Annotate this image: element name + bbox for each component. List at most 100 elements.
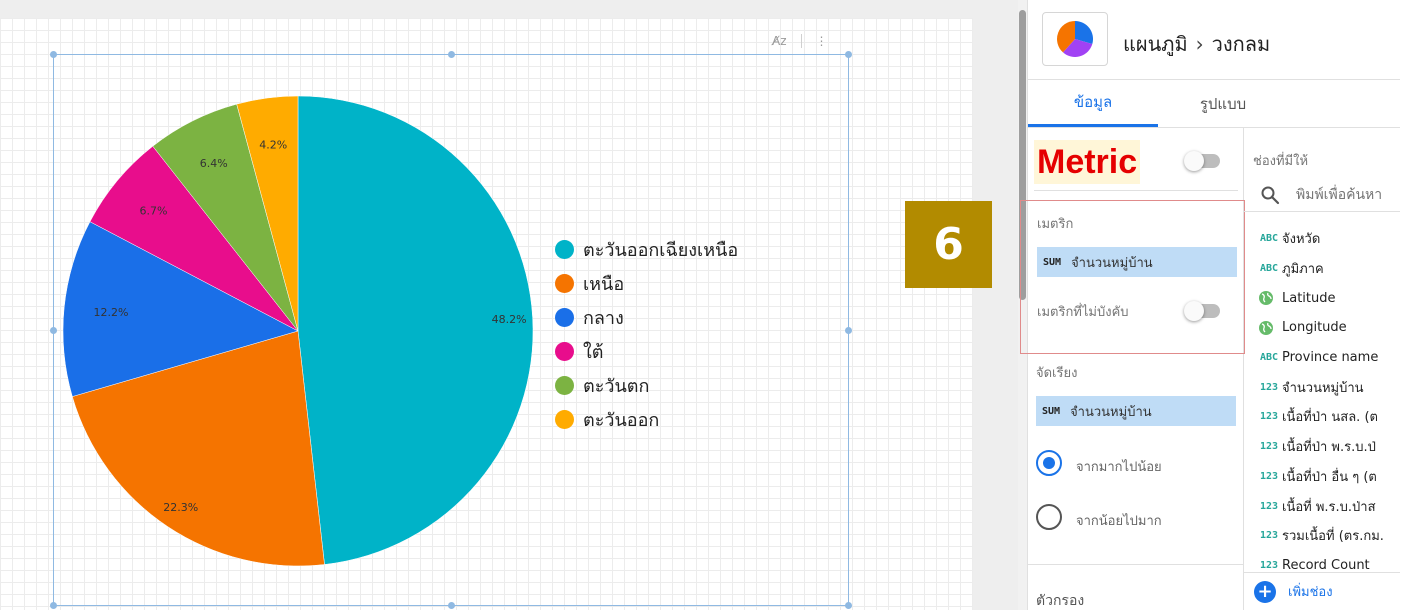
metric-section-label: เมตริก	[1037, 217, 1074, 232]
resize-handle-top-left[interactable]	[50, 51, 57, 58]
pie-slice[interactable]	[297, 95, 534, 565]
toggle-knob	[1184, 151, 1204, 171]
field-name: รวมเนื้อที่ (ตร.กม.	[1282, 529, 1384, 545]
field-item[interactable]: 123 รวมเนื้อที่ (ตร.กม.	[1244, 521, 1400, 551]
legend-swatch	[555, 375, 574, 395]
canvas-scrollbar-track[interactable]	[1018, 0, 1027, 610]
legend-swatch	[555, 239, 574, 259]
sort-descending-label[interactable]: จากมากไปน้อย	[1076, 460, 1162, 475]
legend-item: ตะวันออกเฉียงเหนือ	[555, 232, 738, 266]
legend-label: ตะวันออก	[583, 409, 660, 431]
tab-style[interactable]: รูปแบบ	[1199, 94, 1247, 113]
properties-panel: แผนภูมิ › วงกลม ข้อมูล รูปแบบ Metric เมต…	[1020, 0, 1407, 610]
sort-descending-radio[interactable]	[1036, 450, 1062, 476]
resize-handle-bottom-left[interactable]	[50, 602, 57, 609]
field-item[interactable]: ABC จังหวัด	[1244, 224, 1400, 254]
text-type-icon: ABC	[1260, 352, 1279, 364]
legend-swatch	[555, 273, 574, 293]
legend-label: กลาง	[583, 307, 624, 329]
canvas-scrollbar-thumb[interactable]	[1019, 10, 1026, 300]
metric-highlight-box: เมตริก SUM จำนวนหมู่บ้าน เมตริกที่ไม่บัง…	[1020, 200, 1245, 354]
chart-legend: ตะวันออกเฉียงเหนือเหนือกลางใต้ตะวันตกตะว…	[555, 232, 738, 436]
field-item[interactable]: ABC ภูมิภาค	[1244, 254, 1400, 284]
field-item[interactable]: 123 เนื้อที่ป่า นสล. (ต	[1244, 402, 1400, 432]
resize-handle-top[interactable]	[448, 51, 455, 58]
sort-ascending-radio[interactable]	[1036, 504, 1062, 530]
legend-item: ใต้	[555, 334, 738, 368]
sort-field-name: จำนวนหมู่บ้าน	[1070, 404, 1152, 420]
field-name: จำนวนหมู่บ้าน	[1282, 380, 1364, 396]
pie-chart: 48.2% 22.3% 12.2% 6.7% 6.4% 4.2%	[62, 95, 534, 567]
field-name: จังหวัด	[1282, 232, 1321, 248]
resize-handle-bottom[interactable]	[448, 602, 455, 609]
legend-label: ตะวันตก	[583, 375, 650, 397]
field-item[interactable]: 123 จำนวนหมู่บ้าน	[1244, 372, 1400, 402]
add-field-button[interactable]: + เพิ่มช่อง	[1244, 572, 1400, 610]
add-field-label: เพิ่มช่อง	[1288, 585, 1333, 600]
legend-swatch	[555, 341, 574, 361]
slice-value-label: 48.2%	[492, 313, 527, 326]
field-item[interactable]: Longitude	[1244, 313, 1400, 343]
divider	[1028, 564, 1244, 565]
setup-column: Metric เมตริก SUM จำนวนหมู่บ้าน เมตริกที…	[1020, 128, 1245, 610]
field-list: ABC จังหวัด ABC ภูมิภาค Latitude Longitude ABC…	[1244, 224, 1400, 580]
metric-heading: Metric	[1034, 140, 1141, 184]
legend-label: เหนือ	[583, 273, 625, 295]
pie-chart-icon	[1057, 20, 1094, 57]
pie-chart-selection[interactable]	[50, 51, 852, 609]
chart-toolbar: A̸z ⋮	[772, 34, 828, 48]
tab-data[interactable]: ข้อมูล	[1028, 80, 1158, 127]
field-item[interactable]: 123 เนื้อที่ พ.ร.บ.ป่าส	[1244, 491, 1400, 521]
metric-chip[interactable]: SUM จำนวนหมู่บ้าน	[1037, 247, 1237, 277]
slice-value-label: 6.7%	[140, 205, 168, 218]
field-item[interactable]: 123 เนื้อที่ป่า อื่น ๆ (ต	[1244, 462, 1400, 492]
sort-chip[interactable]: SUM จำนวนหมู่บ้าน	[1036, 396, 1236, 426]
optional-metrics-toggle[interactable]	[1184, 301, 1220, 321]
search-icon	[1261, 186, 1280, 205]
field-item[interactable]: 123 Record Count	[1244, 551, 1400, 581]
number-type-icon: 123	[1260, 470, 1279, 482]
pie-slice[interactable]	[72, 330, 325, 567]
number-type-icon: 123	[1260, 530, 1279, 542]
sort-az-icon[interactable]: A̸z	[772, 34, 787, 48]
slice-value-label: 4.2%	[259, 139, 287, 152]
legend-item: เหนือ	[555, 266, 738, 300]
slice-value-label: 6.4%	[200, 157, 228, 170]
more-vert-icon[interactable]: ⋮	[815, 34, 828, 48]
number-type-icon: 123	[1260, 411, 1279, 423]
toolbar-divider	[800, 34, 802, 48]
optional-metrics-label: เมตริกที่ไม่บังคับ	[1037, 305, 1129, 320]
resize-handle-right[interactable]	[845, 327, 852, 334]
pie-slice[interactable]	[236, 95, 299, 332]
metric-toggle[interactable]	[1184, 151, 1220, 171]
field-item[interactable]: Latitude	[1244, 283, 1400, 313]
breadcrumb-chart[interactable]: แผนภูมิ	[1123, 32, 1188, 56]
field-name: ภูมิภาค	[1282, 262, 1324, 278]
sort-aggregation[interactable]: SUM	[1042, 405, 1061, 417]
available-fields-column: ช่องที่มีให้ ABCจังหวัดABCภูมิภาคLatitud…	[1244, 128, 1400, 610]
number-type-icon: 123	[1260, 559, 1279, 571]
metric-aggregation[interactable]: SUM	[1043, 256, 1062, 268]
field-name: เนื้อที่ป่า นสล. (ต	[1282, 410, 1378, 426]
field-item[interactable]: 123 เนื้อที่ป่า พ.ร.บ.ป่	[1244, 432, 1400, 462]
globe-icon	[1244, 320, 1282, 336]
number-type-icon: 123	[1260, 500, 1279, 512]
legend-label: ใต้	[583, 341, 604, 363]
add-icon: +	[1254, 580, 1276, 603]
field-search-input[interactable]	[1296, 184, 1400, 206]
chart-type-selector[interactable]	[1042, 12, 1108, 66]
legend-label: ตะวันออกเฉียงเหนือ	[583, 239, 739, 261]
breadcrumb-pie: วงกลม	[1211, 32, 1271, 56]
slice-value-label: 12.2%	[93, 306, 128, 319]
pie-slice[interactable]	[62, 221, 299, 397]
field-item[interactable]: ABC Province name	[1244, 343, 1400, 373]
field-search	[1244, 178, 1400, 212]
panel-tabs: ข้อมูล รูปแบบ	[1028, 80, 1400, 128]
resize-handle-left[interactable]	[50, 327, 57, 334]
filter-section-label: ตัวกรอง	[1036, 593, 1085, 609]
resize-handle-bottom-right[interactable]	[845, 602, 852, 609]
slice-value-label: 22.3%	[163, 501, 198, 514]
resize-handle-top-right[interactable]	[845, 51, 852, 58]
sort-ascending-label[interactable]: จากน้อยไปมาก	[1076, 514, 1162, 529]
